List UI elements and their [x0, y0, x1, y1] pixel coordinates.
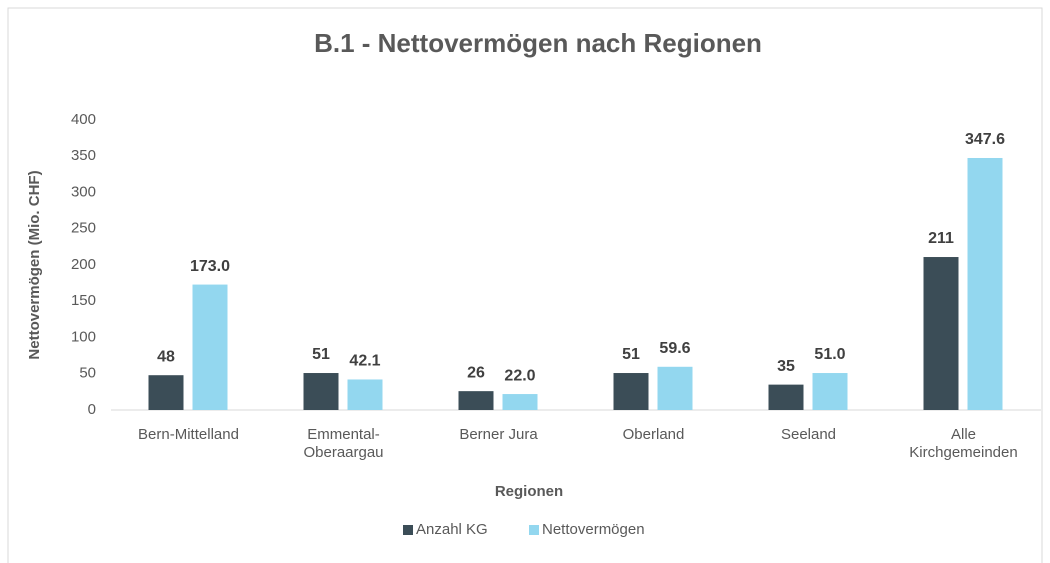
data-label: 22.0: [504, 367, 535, 384]
bar: [192, 284, 228, 410]
bar: [303, 373, 339, 410]
y-tick-label: 400: [71, 111, 96, 128]
y-tick-label: 300: [71, 183, 96, 200]
bar: [613, 373, 649, 410]
data-label: 48: [157, 348, 175, 365]
data-label: 35: [777, 358, 795, 375]
y-tick-label: 50: [79, 365, 96, 382]
bar: [148, 375, 184, 410]
chart-border: [7, 7, 1043, 563]
data-label: 211: [928, 230, 954, 247]
y-tick-label: 250: [71, 220, 96, 237]
data-label: 51: [622, 346, 640, 363]
data-label: 51: [312, 346, 330, 363]
bar: [502, 394, 538, 410]
x-tick-label: Emmental-Oberaargau: [303, 426, 384, 461]
y-tick-label: 100: [71, 328, 96, 345]
data-label: 347.6: [965, 131, 1005, 148]
x-tick-label: Berner Jura: [459, 426, 538, 443]
data-label: 26: [467, 364, 485, 381]
x-tick-label: Seeland: [780, 426, 837, 443]
legend-swatch: [529, 525, 539, 535]
bar: [812, 373, 848, 410]
legend-swatch: [403, 525, 413, 535]
y-tick-label: 0: [88, 401, 96, 418]
chart-title: B.1 - Nettovermögen nach Regionen: [314, 28, 762, 58]
y-tick-label: 150: [71, 292, 96, 309]
y-tick-label: 200: [71, 256, 96, 273]
bar: [458, 391, 494, 410]
bar: [967, 157, 1003, 410]
x-tick-label: Bern-Mittelland: [138, 426, 239, 443]
bar: [768, 384, 804, 410]
y-tick-label: 350: [71, 147, 96, 164]
data-label: 42.1: [349, 353, 380, 370]
legend-label: Nettovermögen: [542, 521, 645, 538]
data-label: 173.0: [190, 258, 230, 275]
x-tick-label: Oberland: [622, 426, 685, 443]
data-label: 51.0: [814, 346, 845, 363]
y-axis-title: Nettovermögen (Mio. CHF): [26, 170, 43, 359]
bar: [657, 366, 693, 410]
bar: [347, 379, 383, 410]
bar: [923, 257, 959, 410]
legend-label: Anzahl KG: [416, 521, 488, 538]
data-label: 59.6: [659, 340, 690, 357]
x-axis-title: Regionen: [495, 483, 563, 500]
x-tick-label: Alle Kirchgemeinden: [909, 426, 1018, 461]
